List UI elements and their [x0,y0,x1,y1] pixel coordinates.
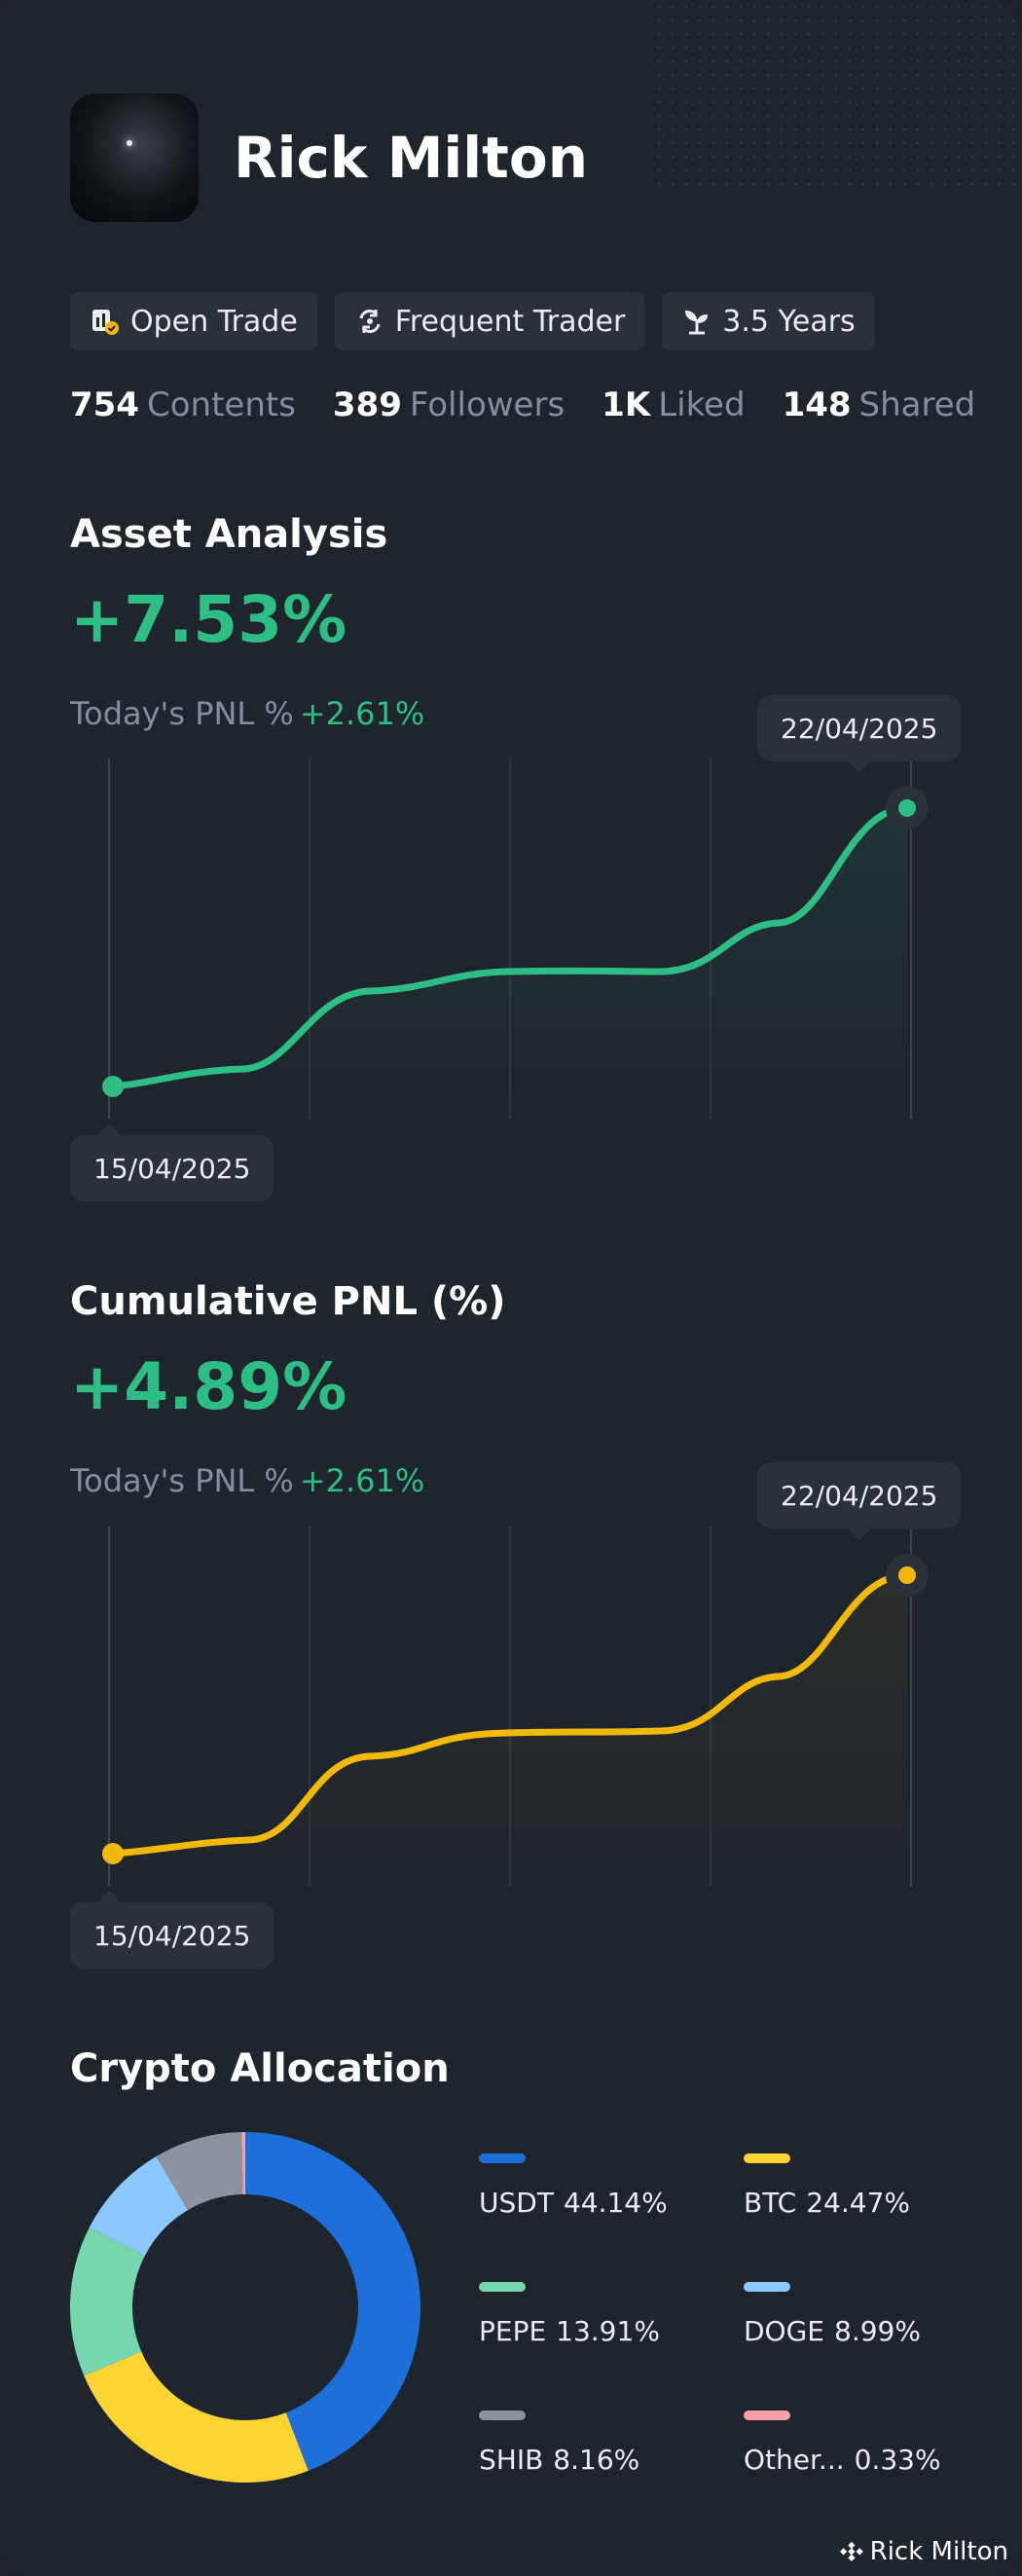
donut-slice-pepe[interactable] [70,2227,146,2376]
legend-item-other[interactable]: Other... 0.33% [744,2410,985,2479]
end-point[interactable] [898,1566,916,1584]
watermark: Rick Milton [839,2537,1008,2566]
open-trade-icon [92,310,119,335]
binance-logo-icon [839,2541,863,2561]
legend-pct: 44.14% [563,2187,668,2219]
legend-swatch [744,2282,790,2292]
pnl-label: Today's PNL % [70,1462,294,1499]
legend-item-pepe[interactable]: PEPE 13.91% [479,2282,744,2350]
cumulative-pnl-chart [102,1527,929,1887]
stat-label: Followers [409,386,566,424]
legend-pct: 8.16% [553,2444,640,2476]
stat-value: 389 [332,386,402,424]
stat-liked[interactable]: 1K Liked [602,386,745,424]
area-fill [113,808,907,1120]
stat-label: Liked [658,386,746,424]
dot-pattern-decoration [652,0,1022,195]
legend-name: DOGE [744,2315,824,2347]
legend-name: USDT [479,2187,554,2219]
badge-label: Frequent Trader [394,304,626,339]
avatar[interactable] [70,93,199,222]
donut-slice-btc[interactable] [84,2350,309,2483]
asset-analysis-title: Asset Analysis [70,512,388,557]
stats-row: 754 Contents 389 Followers 1K Liked 148 Shar… [70,386,975,424]
stat-followers[interactable]: 389 Followers [333,386,565,424]
pnl-value: +2.61% [299,695,425,732]
donut-slice-doge[interactable] [89,2156,189,2258]
start-point[interactable] [102,1076,124,1097]
refresh-icon [359,310,381,333]
badge-label: 3.5 Years [722,304,856,339]
legend-swatch [479,2282,526,2292]
stat-value: 754 [70,386,139,424]
start-point[interactable] [102,1843,124,1864]
legend-name: SHIB [479,2444,544,2476]
stat-contents[interactable]: 754 Contents [70,386,296,424]
legend-item-usdt[interactable]: USDT 44.14% [479,2153,744,2222]
asset-series-line [109,804,911,1090]
asset-analysis-value: +7.53% [70,582,347,657]
legend-name: PEPE [479,2315,547,2347]
asset-analysis-pnl: Today's PNL % +2.61% [70,695,424,732]
end-point[interactable] [898,799,916,817]
legend-pct: 8.99% [834,2315,921,2347]
cumulative-pnl-today: Today's PNL % +2.61% [70,1462,424,1499]
donut-slice-usdt[interactable] [244,2132,420,2471]
allocation-legend: USDT 44.14% BTC 24.47% PEPE 13.91% DOGE 8.99… [479,2153,985,2479]
pnl-value: +2.61% [299,1462,425,1499]
legend-swatch [479,2410,526,2420]
legend-pct: 13.91% [556,2315,660,2347]
legend-item-doge[interactable]: DOGE 8.99% [744,2282,985,2350]
badge-label: Open Trade [130,304,298,339]
end-date-tooltip: 22/04/2025 [757,695,962,773]
badge-open-trade[interactable]: Open Trade [70,292,317,350]
stat-label: Contents [146,386,296,424]
legend-pct: 24.47% [806,2187,910,2219]
stat-value: 148 [782,386,852,424]
asset-analysis-chart [102,759,929,1120]
legend-item-shib[interactable]: SHIB 8.16% [479,2410,744,2479]
legend-pct: 0.33% [854,2444,941,2476]
stat-shared[interactable]: 148 Shared [783,386,976,424]
stat-value: 1K [602,386,651,424]
donut-slice-shib[interactable] [156,2132,244,2211]
start-date-tooltip: 15/04/2025 [70,1891,274,1969]
legend-swatch [744,2153,790,2163]
cumulative-pnl-title: Cumulative PNL (%) [70,1279,506,1324]
end-date-tooltip: 22/04/2025 [757,1462,962,1540]
area-fill [113,1575,907,1887]
legend-swatch [744,2410,790,2420]
sprout-icon [685,311,709,335]
pnl-label: Today's PNL % [70,695,294,732]
crypto-allocation-title: Crypto Allocation [70,2046,450,2091]
cumulative-series-line [109,1571,911,1858]
badge-frequent-trader[interactable]: Frequent Trader [334,292,645,350]
legend-item-btc[interactable]: BTC 24.47% [744,2153,985,2222]
badge-years[interactable]: 3.5 Years [662,292,875,350]
badge-row: Open Trade Frequent Trader 3.5 Years [70,292,875,350]
stat-label: Shared [858,386,976,424]
cumulative-pnl-value: +4.89% [70,1349,347,1424]
legend-name: Other... [744,2444,845,2476]
start-date-tooltip: 15/04/2025 [70,1123,274,1201]
watermark-text: Rick Milton [869,2537,1008,2566]
legend-swatch [479,2153,526,2163]
legend-name: BTC [744,2187,797,2219]
allocation-donut-chart [70,2132,420,2483]
profile-name: Rick Milton [234,125,589,191]
